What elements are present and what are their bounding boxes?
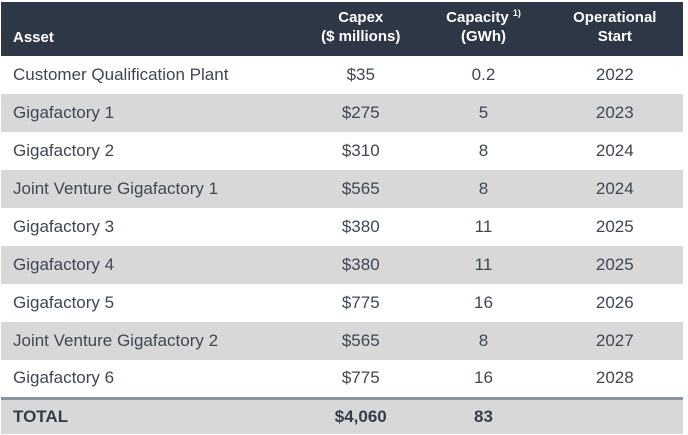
start-cell: 2024: [546, 132, 683, 170]
table-row: Customer Qualification Plant $35 0.2 202…: [1, 56, 683, 94]
table-row: Gigafactory 6 $775 16 2028: [1, 360, 683, 398]
asset-cell: Gigafactory 6: [1, 360, 302, 398]
capacity-cell: 0.2: [420, 56, 547, 94]
header-row: Asset Capex ($ millions) Capacity 1) (GW…: [1, 2, 683, 56]
header-label: Capex: [338, 9, 384, 27]
capacity-cell: 16: [420, 360, 547, 398]
capex-cell: $35: [301, 56, 421, 94]
start-cell: 2026: [546, 284, 683, 322]
asset-cell: Gigafactory 5: [1, 284, 302, 322]
capex-cell: $275: [301, 94, 421, 132]
total-label-cell: TOTAL: [1, 396, 302, 434]
capex-cell: $775: [301, 284, 421, 322]
table-body: Customer Qualification Plant $35 0.2 202…: [1, 56, 683, 434]
capacity-cell: 8: [420, 322, 547, 360]
total-row: TOTAL $4,060 83: [1, 396, 683, 434]
start-cell: 2022: [546, 56, 683, 94]
capacity-cell: 11: [420, 246, 547, 284]
table-row: Gigafactory 2 $310 8 2024: [1, 132, 683, 170]
column-header-capacity: Capacity 1) (GWh): [420, 2, 547, 56]
asset-cell: Joint Venture Gigafactory 1: [1, 170, 302, 208]
capacity-cell: 5: [420, 94, 547, 132]
start-cell: 2024: [546, 170, 683, 208]
capex-cell: $380: [301, 246, 421, 284]
asset-cell: Customer Qualification Plant: [1, 56, 302, 94]
footnote-marker: 1): [512, 8, 521, 19]
capex-cell: $310: [301, 132, 421, 170]
total-capex-cell: $4,060: [301, 396, 421, 434]
header-sublabel: (GWh): [461, 28, 506, 45]
start-cell: 2028: [546, 360, 683, 398]
start-cell: 2025: [546, 208, 683, 246]
capacity-cell: 16: [420, 284, 547, 322]
capex-cell: $565: [301, 322, 421, 360]
asset-cell: Gigafactory 1: [1, 94, 302, 132]
asset-cell: Gigafactory 4: [1, 246, 302, 284]
table-row: Gigafactory 3 $380 11 2025: [1, 208, 683, 246]
total-start-cell: [546, 396, 683, 434]
header-label: Operational: [573, 9, 657, 27]
capacity-cell: 8: [420, 170, 547, 208]
asset-cell: Gigafactory 2: [1, 132, 302, 170]
header-label: Asset: [13, 29, 54, 47]
capex-cell: $380: [301, 208, 421, 246]
capacity-cell: 8: [420, 132, 547, 170]
table-row: Joint Venture Gigafactory 2 $565 8 2027: [1, 322, 683, 360]
header-label: Capacity: [446, 9, 509, 27]
table-row: Joint Venture Gigafactory 1 $565 8 2024: [1, 170, 683, 208]
total-capacity-cell: 83: [420, 396, 547, 434]
start-cell: 2025: [546, 246, 683, 284]
table-row: Gigafactory 5 $775 16 2026: [1, 284, 683, 322]
capex-cell: $565: [301, 170, 421, 208]
start-cell: 2027: [546, 322, 683, 360]
header-sublabel: Start: [597, 28, 632, 45]
column-header-asset: Asset: [1, 2, 302, 56]
header-sublabel: ($ millions): [321, 28, 401, 45]
capex-cell: $775: [301, 360, 421, 398]
table-header: Asset Capex ($ millions) Capacity 1) (GW…: [1, 2, 683, 56]
column-header-operational-start: Operational Start: [546, 2, 683, 56]
asset-cell: Joint Venture Gigafactory 2: [1, 322, 302, 360]
column-header-capex: Capex ($ millions): [301, 2, 421, 56]
table-row: Gigafactory 1 $275 5 2023: [1, 94, 683, 132]
start-cell: 2023: [546, 94, 683, 132]
asset-cell: Gigafactory 3: [1, 208, 302, 246]
table-row: Gigafactory 4 $380 11 2025: [1, 246, 683, 284]
capacity-cell: 11: [420, 208, 547, 246]
